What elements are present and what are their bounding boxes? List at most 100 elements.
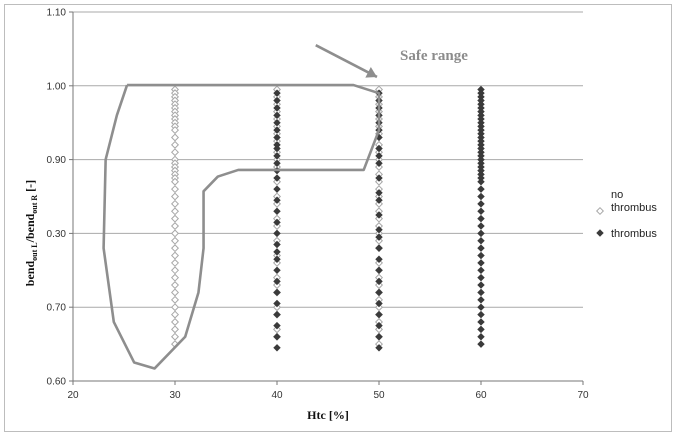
no-thrombus-point <box>170 140 180 149</box>
no-thrombus-point <box>170 148 180 157</box>
thrombus-point <box>477 318 485 326</box>
no-thrombus-point <box>170 177 180 186</box>
no-thrombus-point <box>170 199 180 208</box>
x-tick-label: 50 <box>373 390 385 401</box>
x-tick-label: 60 <box>475 390 487 401</box>
thrombus-point <box>477 303 485 311</box>
axis-layer: 0.60 0.70 0.30 0.90 1.00 1.10 20 30 40 50 60 70 <box>47 8 589 402</box>
thrombus-point <box>273 144 281 153</box>
thrombus-point <box>273 255 281 263</box>
no-thrombus-point <box>170 192 180 201</box>
thrombus-point <box>273 344 281 352</box>
thrombus-point <box>273 196 281 204</box>
thrombus-point <box>477 340 485 348</box>
thrombus-point <box>477 251 485 260</box>
thrombus-point <box>273 126 281 134</box>
safe-range-arrowhead <box>365 67 377 78</box>
y-tick-label: 1.10 <box>47 8 67 19</box>
thrombus-point <box>375 244 383 252</box>
thrombus-point <box>375 299 383 308</box>
x-tick-label: 20 <box>67 390 79 401</box>
y-axis-label-main: bend <box>23 261 37 287</box>
thrombus-point <box>375 321 383 330</box>
no-thrombus-point <box>170 214 180 223</box>
legend-label-no-thrombus: thrombus <box>611 202 657 214</box>
legend-label-no-thrombus: no <box>611 189 623 201</box>
thrombus-point <box>477 281 485 289</box>
thrombus-point <box>375 344 383 352</box>
no-thrombus-point <box>170 229 180 238</box>
thrombus-point <box>477 259 485 267</box>
no-thrombus-point <box>170 244 180 253</box>
no-thrombus-point <box>170 185 180 194</box>
thrombus-point <box>477 296 485 304</box>
legend-label-thrombus: thrombus <box>611 228 657 240</box>
no-thrombus-point <box>170 288 180 297</box>
thrombus-point <box>477 325 485 334</box>
no-thrombus-point <box>170 236 180 245</box>
thrombus-point <box>477 266 485 275</box>
y-tick-label: 0.60 <box>47 377 67 388</box>
x-tick-label: 40 <box>271 390 283 401</box>
thrombus-point <box>375 288 383 297</box>
thrombus-point <box>273 310 281 319</box>
thrombus-point <box>477 229 485 238</box>
thrombus-point <box>477 237 485 245</box>
thrombus-point <box>477 178 485 186</box>
y-axis-label-sub-right: out R <box>30 195 39 214</box>
y-tick-label: 0.70 <box>47 303 67 314</box>
no-thrombus-point <box>170 266 180 275</box>
thrombus-point <box>273 185 281 193</box>
thrombus-point <box>273 299 281 308</box>
thrombus-point <box>375 196 383 204</box>
no-thrombus-point <box>170 303 180 312</box>
thrombus-point <box>477 310 485 319</box>
no-thrombus-point <box>170 273 180 282</box>
no-thrombus-point <box>170 251 180 260</box>
thrombus-point <box>477 244 485 252</box>
safe-range-arrow <box>315 44 378 79</box>
thrombus-point <box>375 266 383 275</box>
no-thrombus-point <box>170 126 180 135</box>
y-axis-label: bendout L/bendout R [-] <box>23 180 39 286</box>
x-tick-label: 70 <box>577 390 589 401</box>
x-axis-label: Htc [%] <box>307 408 349 422</box>
thrombus-point <box>375 144 383 153</box>
thrombus-point <box>273 111 281 120</box>
thrombus-point <box>477 273 485 282</box>
thrombus-point <box>477 192 485 201</box>
thrombus-point <box>477 288 485 297</box>
thrombus-point <box>375 310 383 319</box>
legend-marker-no-thrombus <box>595 206 605 216</box>
thrombus-point <box>273 332 281 341</box>
thrombus-point <box>477 207 485 215</box>
thrombus-point <box>477 214 485 223</box>
thrombus-point <box>273 218 281 227</box>
no-thrombus-point <box>170 325 180 334</box>
thrombus-point <box>477 200 485 208</box>
legend-marker-thrombus <box>596 229 604 237</box>
points-layer <box>170 85 485 352</box>
thrombus-point <box>273 133 281 142</box>
thrombus-point <box>273 248 281 256</box>
thrombus-point <box>273 240 281 249</box>
thrombus-point <box>375 189 383 197</box>
thrombus-point <box>375 277 383 286</box>
y-axis-label-unit: [-] <box>23 180 37 195</box>
y-tick-label: 0.90 <box>47 155 67 166</box>
thrombus-point <box>375 255 383 263</box>
safe-range-outline <box>102 83 381 370</box>
no-thrombus-point <box>170 310 180 319</box>
thrombus-point <box>273 229 281 238</box>
thrombus-point <box>375 159 383 168</box>
safe-range-label: Safe range <box>400 48 468 64</box>
chart-frame <box>4 4 672 432</box>
thrombus-point <box>375 174 383 182</box>
thrombus-point <box>375 332 383 341</box>
thrombus-point <box>477 185 485 193</box>
x-tick-label: 30 <box>169 390 181 401</box>
no-thrombus-point <box>170 258 180 267</box>
thrombus-point <box>273 207 281 215</box>
